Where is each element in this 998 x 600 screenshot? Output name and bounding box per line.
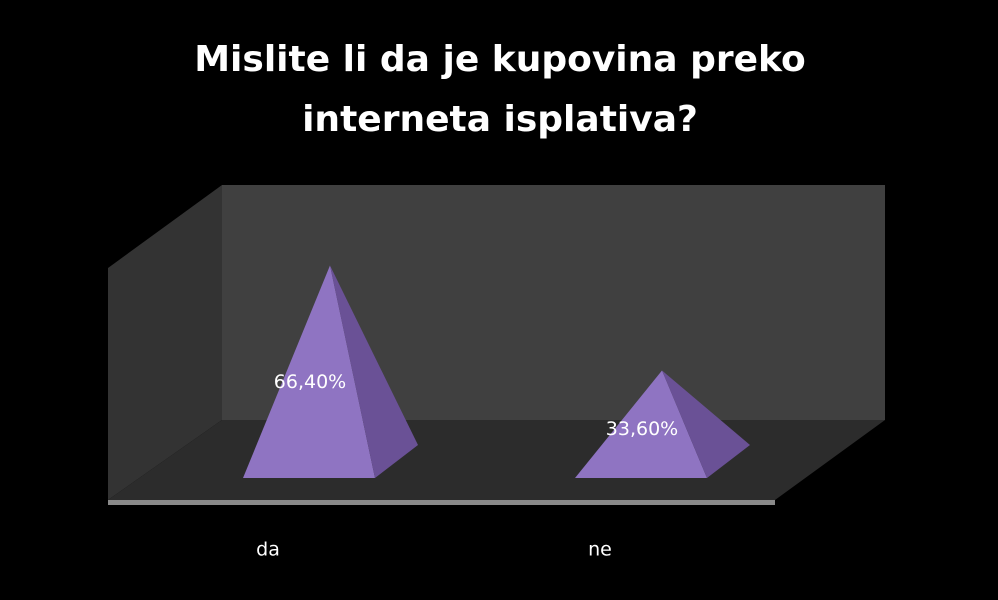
data-label: 66,40% (274, 371, 346, 393)
x-tick-label: ne (588, 539, 612, 561)
pyramid-side (662, 370, 750, 478)
back-wall (222, 185, 885, 420)
pyramid (575, 370, 750, 478)
chart-title: Mislite li da je kupovina preko internet… (194, 39, 806, 140)
pyramid (243, 265, 418, 478)
floor (108, 420, 885, 500)
floor-edge (108, 500, 775, 505)
pyramid-front (575, 370, 707, 478)
pyramid-front (243, 265, 375, 478)
pyramid-side (330, 265, 418, 478)
x-tick-label: da (256, 539, 280, 561)
side-wall (108, 185, 222, 500)
data-label: 33,60% (606, 418, 678, 440)
